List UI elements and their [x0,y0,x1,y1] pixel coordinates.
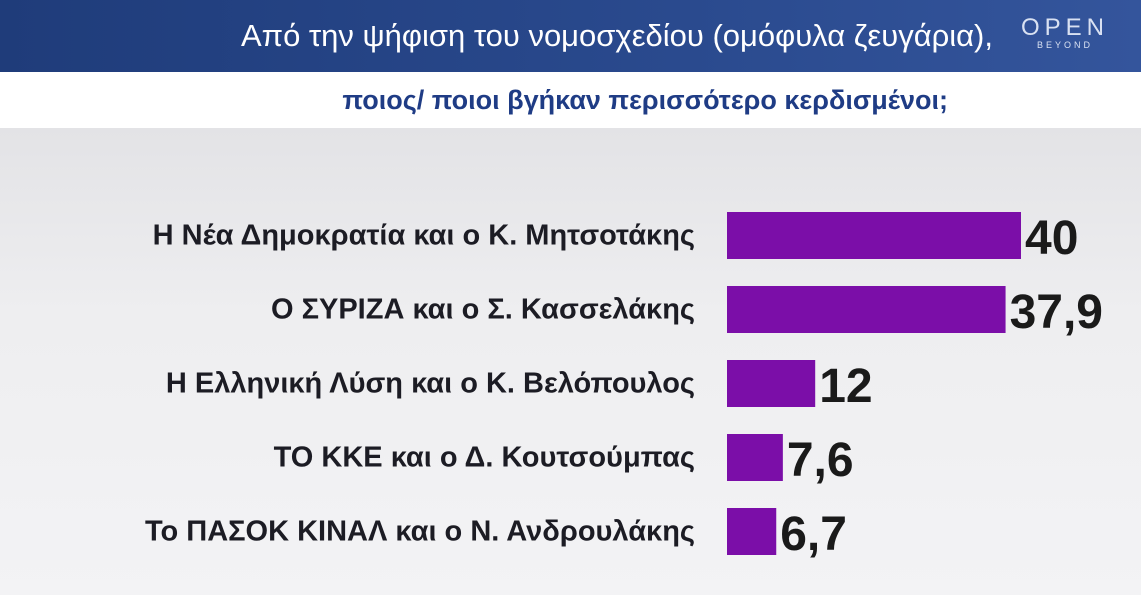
bar [727,434,783,481]
chart-area: Η Νέα Δημοκρατία και ο Κ. Μητσοτάκης 40 Ο … [0,128,1141,595]
category-label: Η Νέα Δημοκρατία και ο Κ. Μητσοτάκης [153,220,695,252]
chart-title: Από την ψήφιση του νομοσχεδίου (ομόφυλα … [241,18,993,53]
category-label: Ο ΣΥΡΙΖΑ και ο Σ. Κασσελάκης [271,294,695,326]
value-label: 12 [819,360,872,413]
bar-chart: Η Νέα Δημοκρατία και ο Κ. Μητσοτάκης 40 Ο … [145,212,1103,561]
logo-main-text: OPEN [1020,14,1109,41]
subheader-bar: ποιος/ ποιοι βγήκαν περισσότερο κερδισμέ… [0,72,1141,128]
value-label: 6,7 [780,508,847,561]
value-label: 40 [1025,212,1078,265]
bar [727,286,1006,333]
category-label: ΤΟ ΚΚΕ και ο Δ. Κουτσούμπας [274,442,695,474]
bar [727,508,777,555]
category-label: Το ΠΑΣΟΚ ΚΙΝΑΛ και ο Ν. Ανδρουλάκης [145,516,695,548]
category-label: Η Ελληνική Λύση και ο Κ. Βελόπουλος [166,368,695,400]
open-beyond-logo: OPEN BEYOND [1021,14,1109,50]
bar [727,212,1021,259]
chart-subtitle: ποιος/ ποιοι βγήκαν περισσότερο κερδισμέ… [342,85,948,115]
bar [727,360,816,407]
header-bar: Από την ψήφιση του νομοσχεδίου (ομόφυλα … [0,0,1141,72]
value-label: 37,9 [1010,286,1103,339]
value-label: 7,6 [787,434,854,487]
logo-sub-text: BEYOND [1036,40,1093,50]
